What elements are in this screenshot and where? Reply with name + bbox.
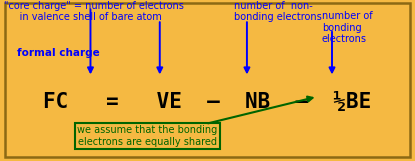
- Text: number of  non-
bonding electrons: number of non- bonding electrons: [234, 1, 322, 22]
- FancyBboxPatch shape: [5, 3, 410, 157]
- Text: FC   =   VE  –  NB  –  ½BE: FC = VE – NB – ½BE: [44, 92, 371, 112]
- Text: "core charge" = number of electrons
     in valence shell of bare atom: "core charge" = number of electrons in v…: [4, 1, 184, 22]
- Text: formal charge: formal charge: [17, 48, 99, 58]
- Text: we assume that the bonding
electrons are equally shared: we assume that the bonding electrons are…: [77, 125, 217, 147]
- Text: number of
bonding
electrons: number of bonding electrons: [322, 11, 372, 44]
